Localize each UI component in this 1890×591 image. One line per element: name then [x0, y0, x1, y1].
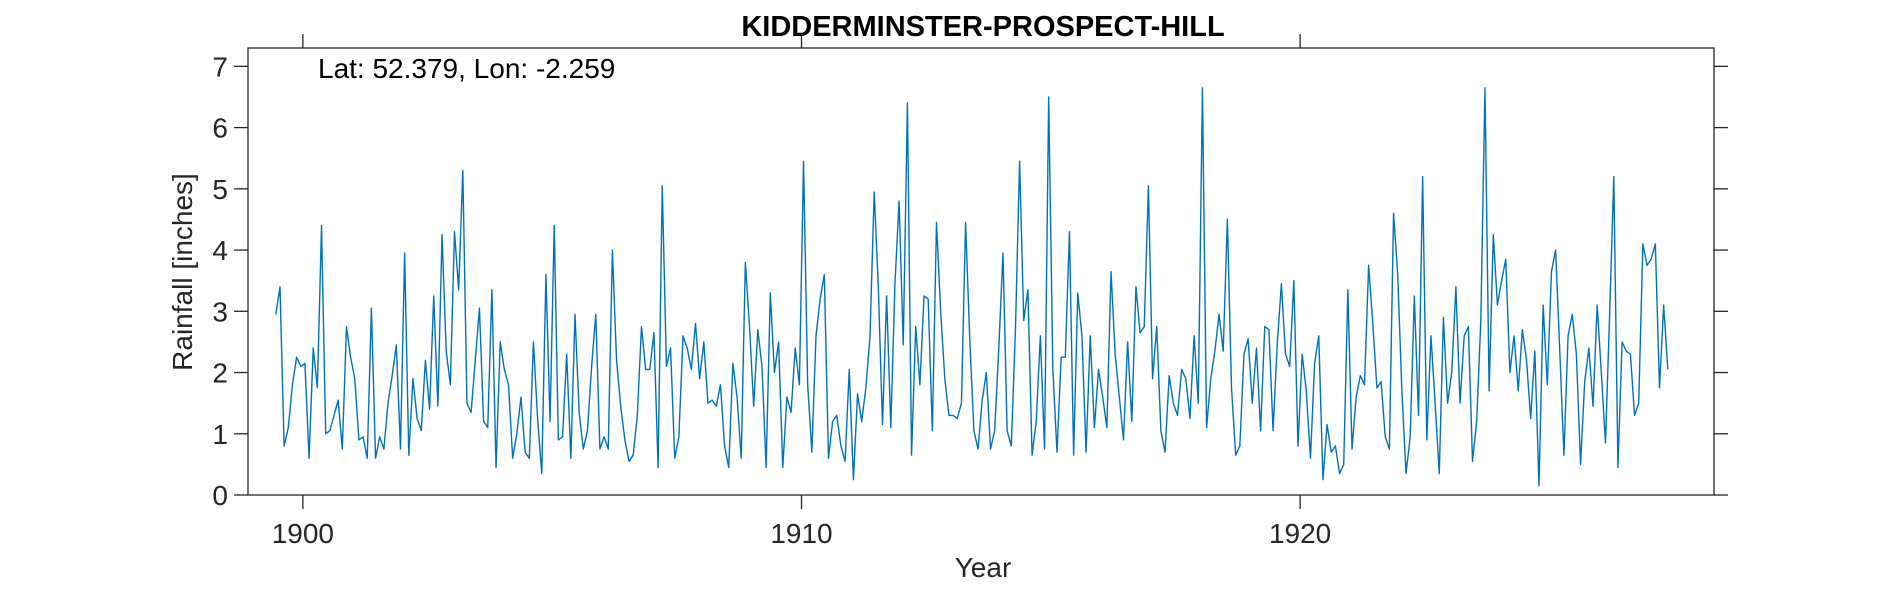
x-tick-label: 1920	[1269, 518, 1331, 549]
x-tick-label: 1910	[770, 518, 832, 549]
plot-frame	[247, 47, 1715, 496]
x-axis: 1900 1910 1920	[272, 34, 1331, 549]
chart-title: KIDDERMINSTER-PROSPECT-HILL	[741, 11, 1224, 43]
y-tick-label: 4	[212, 235, 228, 266]
x-axis-label: Year	[955, 552, 1012, 583]
y-tick-label: 5	[212, 174, 228, 205]
y-tick-label: 0	[212, 480, 228, 511]
y-axis: 0 1 2 3 4 5 6 7	[212, 51, 1728, 511]
y-axis-label: Rainfall [inches]	[167, 173, 198, 371]
y-tick-label: 6	[212, 113, 228, 144]
x-tick-label: 1900	[272, 518, 334, 549]
y-tick-label: 7	[212, 51, 228, 82]
y-tick-label: 1	[212, 419, 228, 450]
rainfall-series-line	[275, 87, 1669, 487]
y-tick-label: 2	[212, 358, 228, 389]
location-annotation: Lat: 52.379, Lon: -2.259	[318, 53, 615, 84]
y-tick-label: 3	[212, 296, 228, 327]
